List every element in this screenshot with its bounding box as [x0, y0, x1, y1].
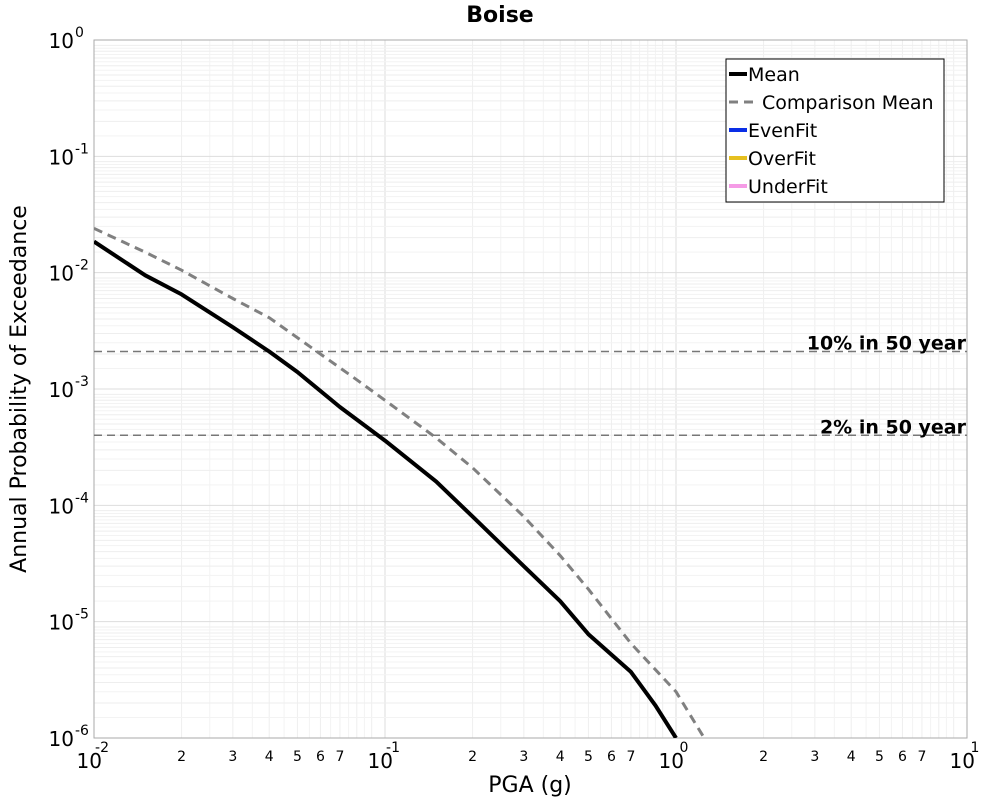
y-tick-exponent: -5 [75, 607, 89, 623]
legend-label: OverFit [748, 148, 816, 170]
y-tick-exponent: -6 [75, 723, 89, 739]
legend-label: Comparison Mean [762, 92, 934, 114]
x-minor-tick-label: 6 [316, 749, 325, 765]
reference-lines: 10% in 50 year 2% in 50 year [94, 333, 967, 438]
legend-label: Mean [748, 64, 800, 86]
chart-title: Boise [466, 3, 533, 28]
y-tick-exponent: -2 [75, 258, 89, 274]
x-tick-label: 10 [77, 749, 102, 773]
legend-label: EvenFit [748, 120, 817, 142]
x-tick-label: 10 [659, 749, 684, 773]
x-tick-exponent: -1 [386, 740, 400, 756]
x-minor-tick-label: 3 [810, 749, 819, 765]
y-axis-label: Annual Probability of Exceedance [7, 205, 32, 573]
reference-line-label: 10% in 50 year [807, 333, 967, 355]
x-minor-tick-label: 7 [917, 749, 926, 765]
x-minor-tick-label: 5 [584, 749, 593, 765]
y-tick-label: 10 [49, 611, 74, 635]
y-tick-exponent: -4 [75, 490, 89, 506]
series-line-mean [94, 239, 678, 738]
series-line-comparison-mean [94, 227, 706, 738]
x-minor-tick-label: 7 [626, 749, 635, 765]
x-minor-tick-label: 7 [335, 749, 344, 765]
y-tick-label: 10 [49, 378, 74, 402]
legend-label: UnderFit [748, 176, 828, 198]
plot-area-frame [93, 39, 968, 739]
y-tick-label: 10 [49, 262, 74, 286]
x-tick-exponent: -2 [95, 740, 109, 756]
y-tick-label: 10 [49, 29, 74, 53]
x-minor-tick-label: 4 [265, 749, 274, 765]
x-minor-tick-label: 2 [468, 749, 477, 765]
x-minor-tick-label: 2 [177, 749, 186, 765]
series-lines [94, 227, 706, 738]
x-minor-tick-label: 4 [847, 749, 856, 765]
x-axis-label: PGA (g) [488, 773, 572, 798]
x-minor-tick-label: 5 [875, 749, 884, 765]
y-tick-label: 10 [49, 727, 74, 751]
x-minor-tick-label: 3 [519, 749, 528, 765]
x-minor-tick-label: 3 [228, 749, 237, 765]
x-tick-label: 10 [950, 749, 975, 773]
x-tick-label: 10 [368, 749, 393, 773]
x-minor-tick-label: 2 [759, 749, 768, 765]
reference-line-label: 2% in 50 year [820, 416, 967, 438]
x-tick-exponent: 1 [971, 740, 980, 756]
x-minor-tick-label: 4 [556, 749, 565, 765]
x-minor-tick-label: 6 [607, 749, 616, 765]
x-minor-tick-label: 5 [293, 749, 302, 765]
y-tick-label: 10 [49, 145, 74, 169]
legend: Mean Comparison Mean EvenFit OverFit UnderFi… [725, 58, 945, 203]
y-tick-exponent: -1 [75, 141, 89, 157]
legend-box [725, 58, 945, 203]
x-minor-tick-label: 6 [898, 749, 907, 765]
y-tick-label: 10 [49, 494, 74, 518]
x-tick-exponent: 0 [680, 740, 689, 756]
y-tick-exponent: 0 [75, 25, 84, 41]
y-tick-exponent: -3 [75, 374, 89, 390]
